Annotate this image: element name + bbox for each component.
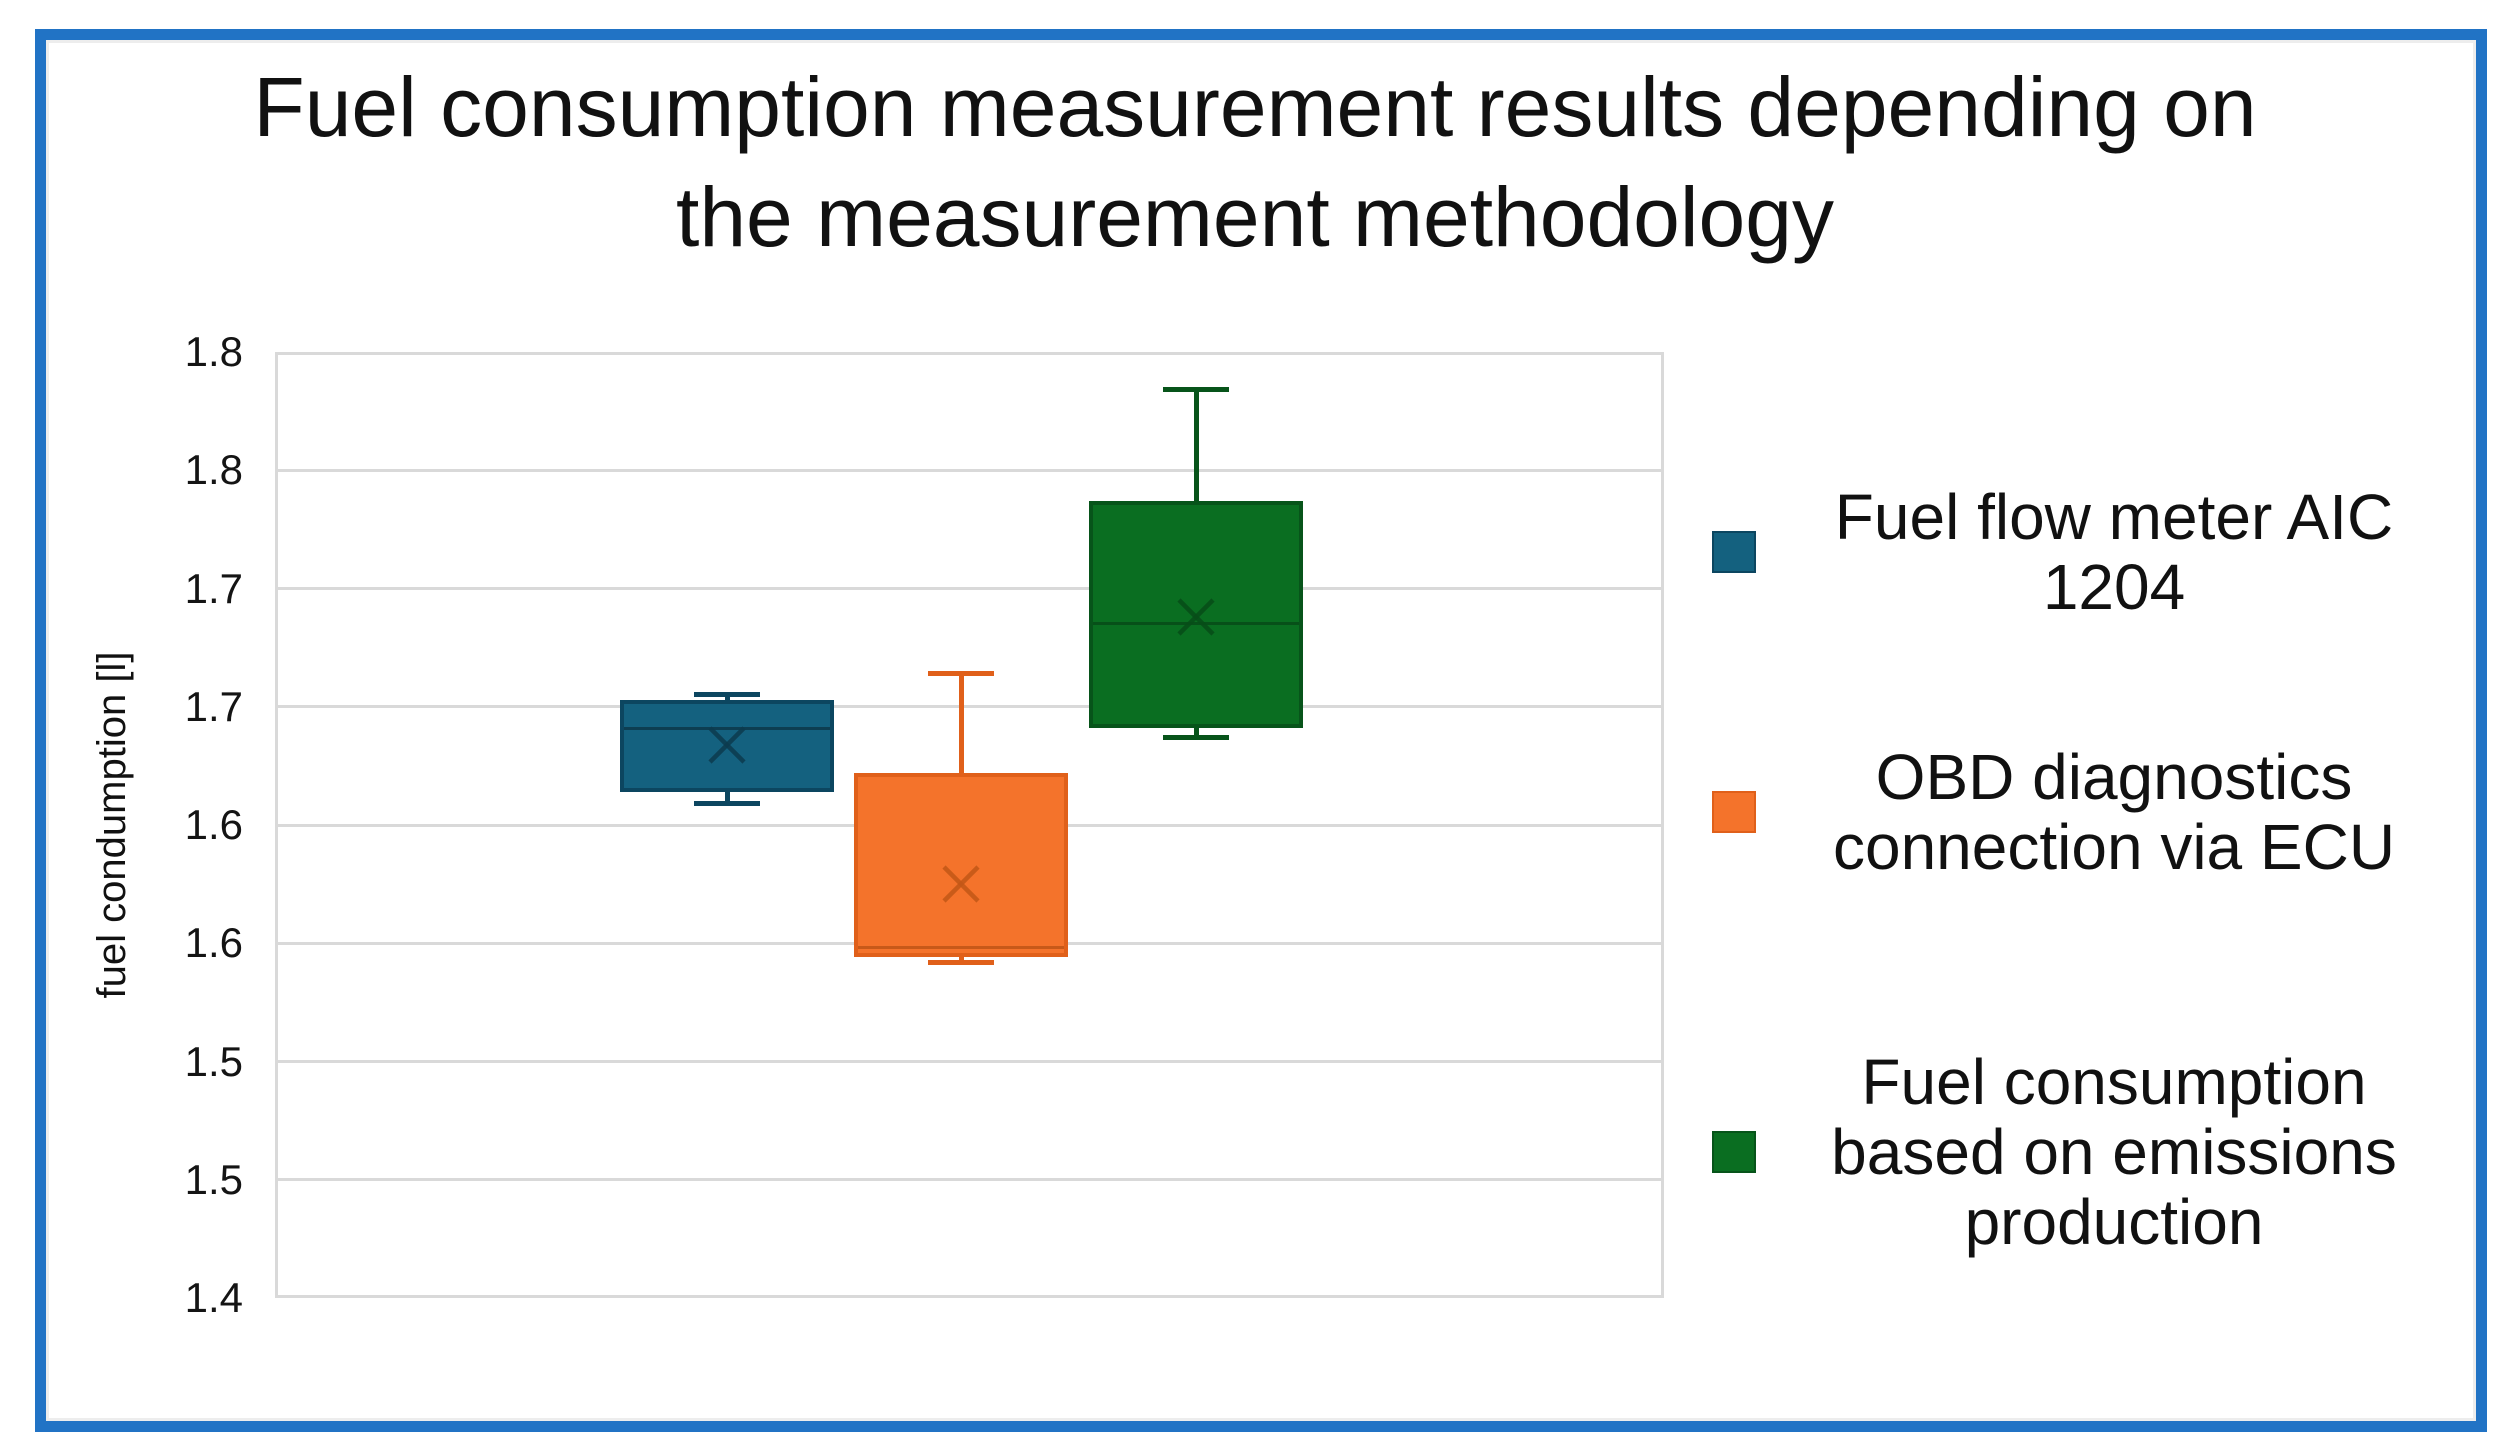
gridline [275, 1178, 1664, 1182]
y-tick-label: 1.7 [184, 564, 243, 612]
legend-label-line: Fuel flow meter AIC [1834, 481, 2394, 553]
upper-whisker-stem [958, 673, 964, 773]
legend-swatch-icon [1712, 531, 1756, 573]
median-line [858, 946, 1064, 950]
legend-label-line: based on emissions [1831, 1116, 2397, 1188]
box-2 [854, 772, 1068, 958]
median-line [1093, 622, 1299, 626]
legend-label-line: OBD diagnostics [1875, 741, 2353, 813]
y-tick-label: 1.5 [184, 1037, 243, 1085]
lower-whisker-cap [694, 801, 760, 807]
lower-whisker-stem [724, 791, 730, 804]
chart-title-line-2: the measurement methodology [676, 170, 1834, 264]
legend-label-line: Fuel consumption [1861, 1046, 2367, 1118]
legend-label-line: connection via ECU [1832, 811, 2396, 883]
gridline [275, 705, 1664, 709]
lower-whisker-cap [1163, 734, 1229, 740]
mean-marker [1175, 596, 1217, 638]
y-tick-label: 1.5 [184, 1155, 243, 1203]
mean-marker [940, 863, 982, 905]
upper-whisker-cap [1163, 387, 1229, 393]
upper-whisker-cap [694, 692, 760, 698]
legend-item-2: OBD diagnostics connection via ECU [1712, 722, 2452, 902]
y-tick-label: 1.6 [184, 801, 243, 848]
gridline [275, 587, 1664, 590]
legend-item-3: Fuel consumption based on emissions produc… [1712, 1032, 2452, 1272]
y-tick-label: 1.6 [184, 919, 243, 967]
lower-whisker-stem [1193, 728, 1199, 738]
legend-label: Fuel flow meter AIC 1204 [1776, 482, 2452, 622]
chart-frame [35, 29, 2487, 1432]
gridline [275, 468, 1664, 472]
mean-marker [706, 724, 748, 766]
y-tick-label: 1.7 [184, 682, 243, 730]
y-tick-label: 1.8 [184, 446, 243, 494]
legend-swatch-icon [1712, 791, 1756, 833]
chart-title: Fuel consumption measurement results dep… [150, 52, 2360, 272]
legend-swatch-icon [1712, 1131, 1756, 1173]
median-line [624, 726, 830, 730]
y-tick-label: 1.8 [184, 328, 243, 375]
upper-whisker-stem [1193, 389, 1199, 501]
chart-title-line-1: Fuel consumption measurement results dep… [253, 60, 2257, 154]
legend-label-line: 1204 [2042, 551, 2186, 623]
y-tick-label: 1.4 [184, 1274, 243, 1321]
legend-label: Fuel consumption based on emissions produc… [1776, 1047, 2452, 1257]
upper-whisker-cap [928, 671, 994, 677]
legend-label: OBD diagnostics connection via ECU [1776, 742, 2452, 882]
gridline [275, 1060, 1664, 1063]
legend-label-line: production [1964, 1186, 2264, 1258]
legend-item-1: Fuel flow meter AIC 1204 [1712, 462, 2452, 642]
lower-whisker-cap [928, 959, 994, 965]
